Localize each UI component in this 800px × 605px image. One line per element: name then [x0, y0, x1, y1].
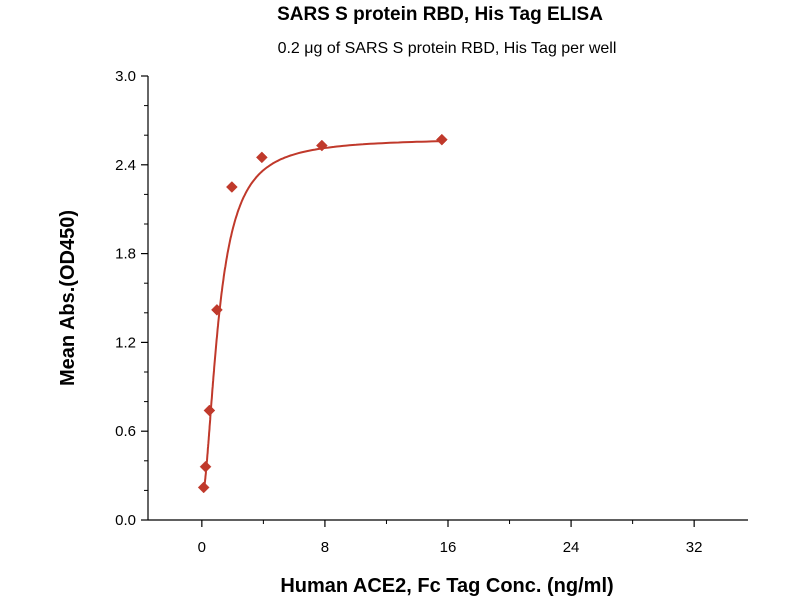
data-point — [197, 481, 210, 494]
fit-curve — [202, 140, 442, 492]
x-tick-label: 24 — [563, 539, 580, 556]
data-point — [203, 404, 216, 417]
data-point — [435, 133, 448, 146]
y-tick-label: 1.8 — [115, 246, 136, 263]
data-point — [199, 460, 212, 473]
data-point — [211, 303, 223, 316]
x-tick-label: 8 — [321, 539, 329, 556]
axes: 0.0 0.6 1.2 1.8 2.4 3.0 0 8 16 24 32 — [115, 68, 748, 556]
chart-title: SARS S protein RBD, His Tag ELISA — [277, 4, 603, 25]
y-tick-label: 2.4 — [115, 157, 136, 174]
x-tick-label: 0 — [198, 539, 206, 556]
data-point — [315, 139, 328, 152]
fit-curve-layer — [202, 140, 442, 492]
y-tick-label: 0.0 — [115, 512, 136, 529]
x-tick-label: 32 — [686, 539, 703, 556]
chart-subtitle: 0.2 μg of SARS S protein RBD, His Tag pe… — [278, 40, 617, 57]
y-tick-label: 1.2 — [115, 334, 136, 351]
y-axis-label: Mean Abs.(OD450) — [57, 210, 79, 386]
data-point — [225, 181, 238, 193]
x-axis-label: Human ACE2, Fc Tag Conc. (ng/ml) — [280, 575, 613, 597]
data-points — [197, 133, 448, 494]
y-tick-label: 3.0 — [115, 68, 136, 85]
data-point — [255, 151, 268, 164]
x-tick-label: 16 — [440, 539, 457, 556]
y-tick-label: 0.6 — [115, 423, 136, 440]
